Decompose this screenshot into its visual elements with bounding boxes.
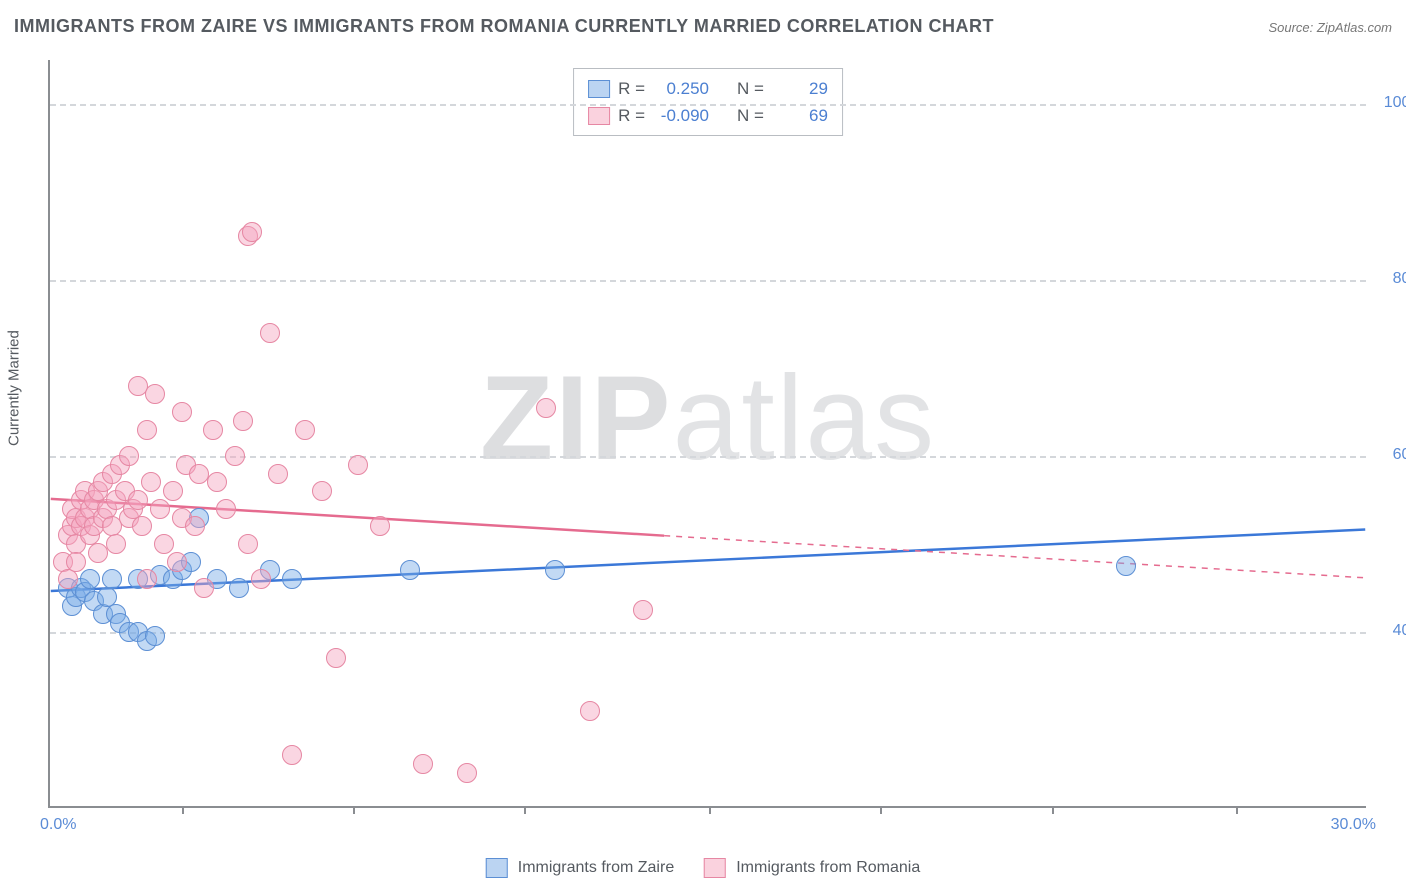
ytick-label: 40.0%: [1378, 622, 1406, 640]
scatter-point: [150, 499, 170, 519]
scatter-point: [207, 472, 227, 492]
xtick: [1236, 806, 1238, 814]
swatch-pink-icon: [704, 858, 726, 878]
scatter-point: [137, 420, 157, 440]
scatter-point: [216, 499, 236, 519]
scatter-point: [348, 455, 368, 475]
scatter-point: [80, 569, 100, 589]
chart-title: IMMIGRANTS FROM ZAIRE VS IMMIGRANTS FROM…: [14, 16, 994, 36]
scatter-point: [102, 569, 122, 589]
corr-row-romania: R = -0.090 N = 69: [588, 102, 828, 129]
corr-n-label: N =: [737, 75, 764, 102]
xtick: [1052, 806, 1054, 814]
corr-n-romania: 69: [772, 102, 828, 129]
scatter-point: [536, 398, 556, 418]
watermark: ZIPatlas: [480, 349, 936, 487]
scatter-point: [1116, 556, 1136, 576]
scatter-point: [119, 446, 139, 466]
legend-item-romania: Immigrants from Romania: [704, 858, 920, 878]
scatter-point: [233, 411, 253, 431]
scatter-point: [167, 552, 187, 572]
scatter-point: [545, 560, 565, 580]
scatter-point: [229, 578, 249, 598]
scatter-point: [268, 464, 288, 484]
scatter-point: [326, 648, 346, 668]
scatter-point: [251, 569, 271, 589]
xtick: [524, 806, 526, 814]
scatter-point: [154, 534, 174, 554]
corr-n-label: N =: [737, 102, 764, 129]
ytick-label: 60.0%: [1378, 446, 1406, 464]
scatter-point: [137, 569, 157, 589]
corr-r-zaire: 0.250: [653, 75, 709, 102]
gridline: [50, 456, 1366, 458]
ytick-label: 80.0%: [1378, 270, 1406, 288]
scatter-point: [400, 560, 420, 580]
xtick: [353, 806, 355, 814]
scatter-point: [282, 569, 302, 589]
scatter-point: [145, 384, 165, 404]
xtick: [709, 806, 711, 814]
scatter-point: [282, 745, 302, 765]
xtick: [880, 806, 882, 814]
xtick-label-min: 0.0%: [40, 816, 76, 834]
xtick: [182, 806, 184, 814]
legend-label-zaire: Immigrants from Zaire: [518, 859, 674, 877]
swatch-blue-icon: [486, 858, 508, 878]
scatter-point: [185, 516, 205, 536]
legend-item-zaire: Immigrants from Zaire: [486, 858, 674, 878]
corr-r-label: R =: [618, 75, 645, 102]
scatter-point: [58, 569, 78, 589]
scatter-point: [238, 534, 258, 554]
bottom-legend: Immigrants from Zaire Immigrants from Ro…: [486, 858, 921, 878]
gridline: [50, 104, 1366, 106]
ytick-label: 100.0%: [1378, 94, 1406, 112]
chart-plot-area: ZIPatlas R = 0.250 N = 29 R = -0.090 N =…: [48, 60, 1366, 808]
scatter-point: [194, 578, 214, 598]
corr-row-zaire: R = 0.250 N = 29: [588, 75, 828, 102]
swatch-pink-icon: [588, 107, 610, 125]
corr-n-zaire: 29: [772, 75, 828, 102]
scatter-point: [145, 626, 165, 646]
trend-lines-overlay: [50, 60, 1366, 806]
scatter-point: [312, 481, 332, 501]
scatter-point: [225, 446, 245, 466]
corr-r-romania: -0.090: [653, 102, 709, 129]
scatter-point: [128, 490, 148, 510]
gridline: [50, 280, 1366, 282]
swatch-blue-icon: [588, 80, 610, 98]
gridline: [50, 632, 1366, 634]
scatter-point: [106, 534, 126, 554]
xtick-label-max: 30.0%: [1331, 816, 1376, 834]
scatter-point: [242, 222, 262, 242]
scatter-point: [413, 754, 433, 774]
scatter-point: [457, 763, 477, 783]
scatter-point: [163, 481, 183, 501]
scatter-point: [370, 516, 390, 536]
y-axis-label: Currently Married: [6, 330, 23, 446]
scatter-point: [580, 701, 600, 721]
correlation-legend: R = 0.250 N = 29 R = -0.090 N = 69: [573, 68, 843, 136]
scatter-point: [172, 402, 192, 422]
scatter-point: [633, 600, 653, 620]
scatter-point: [260, 323, 280, 343]
legend-label-romania: Immigrants from Romania: [736, 859, 920, 877]
scatter-point: [141, 472, 161, 492]
scatter-point: [203, 420, 223, 440]
source-label: Source: ZipAtlas.com: [1268, 20, 1392, 35]
corr-r-label: R =: [618, 102, 645, 129]
scatter-point: [88, 543, 108, 563]
scatter-point: [132, 516, 152, 536]
scatter-point: [66, 552, 86, 572]
scatter-point: [295, 420, 315, 440]
